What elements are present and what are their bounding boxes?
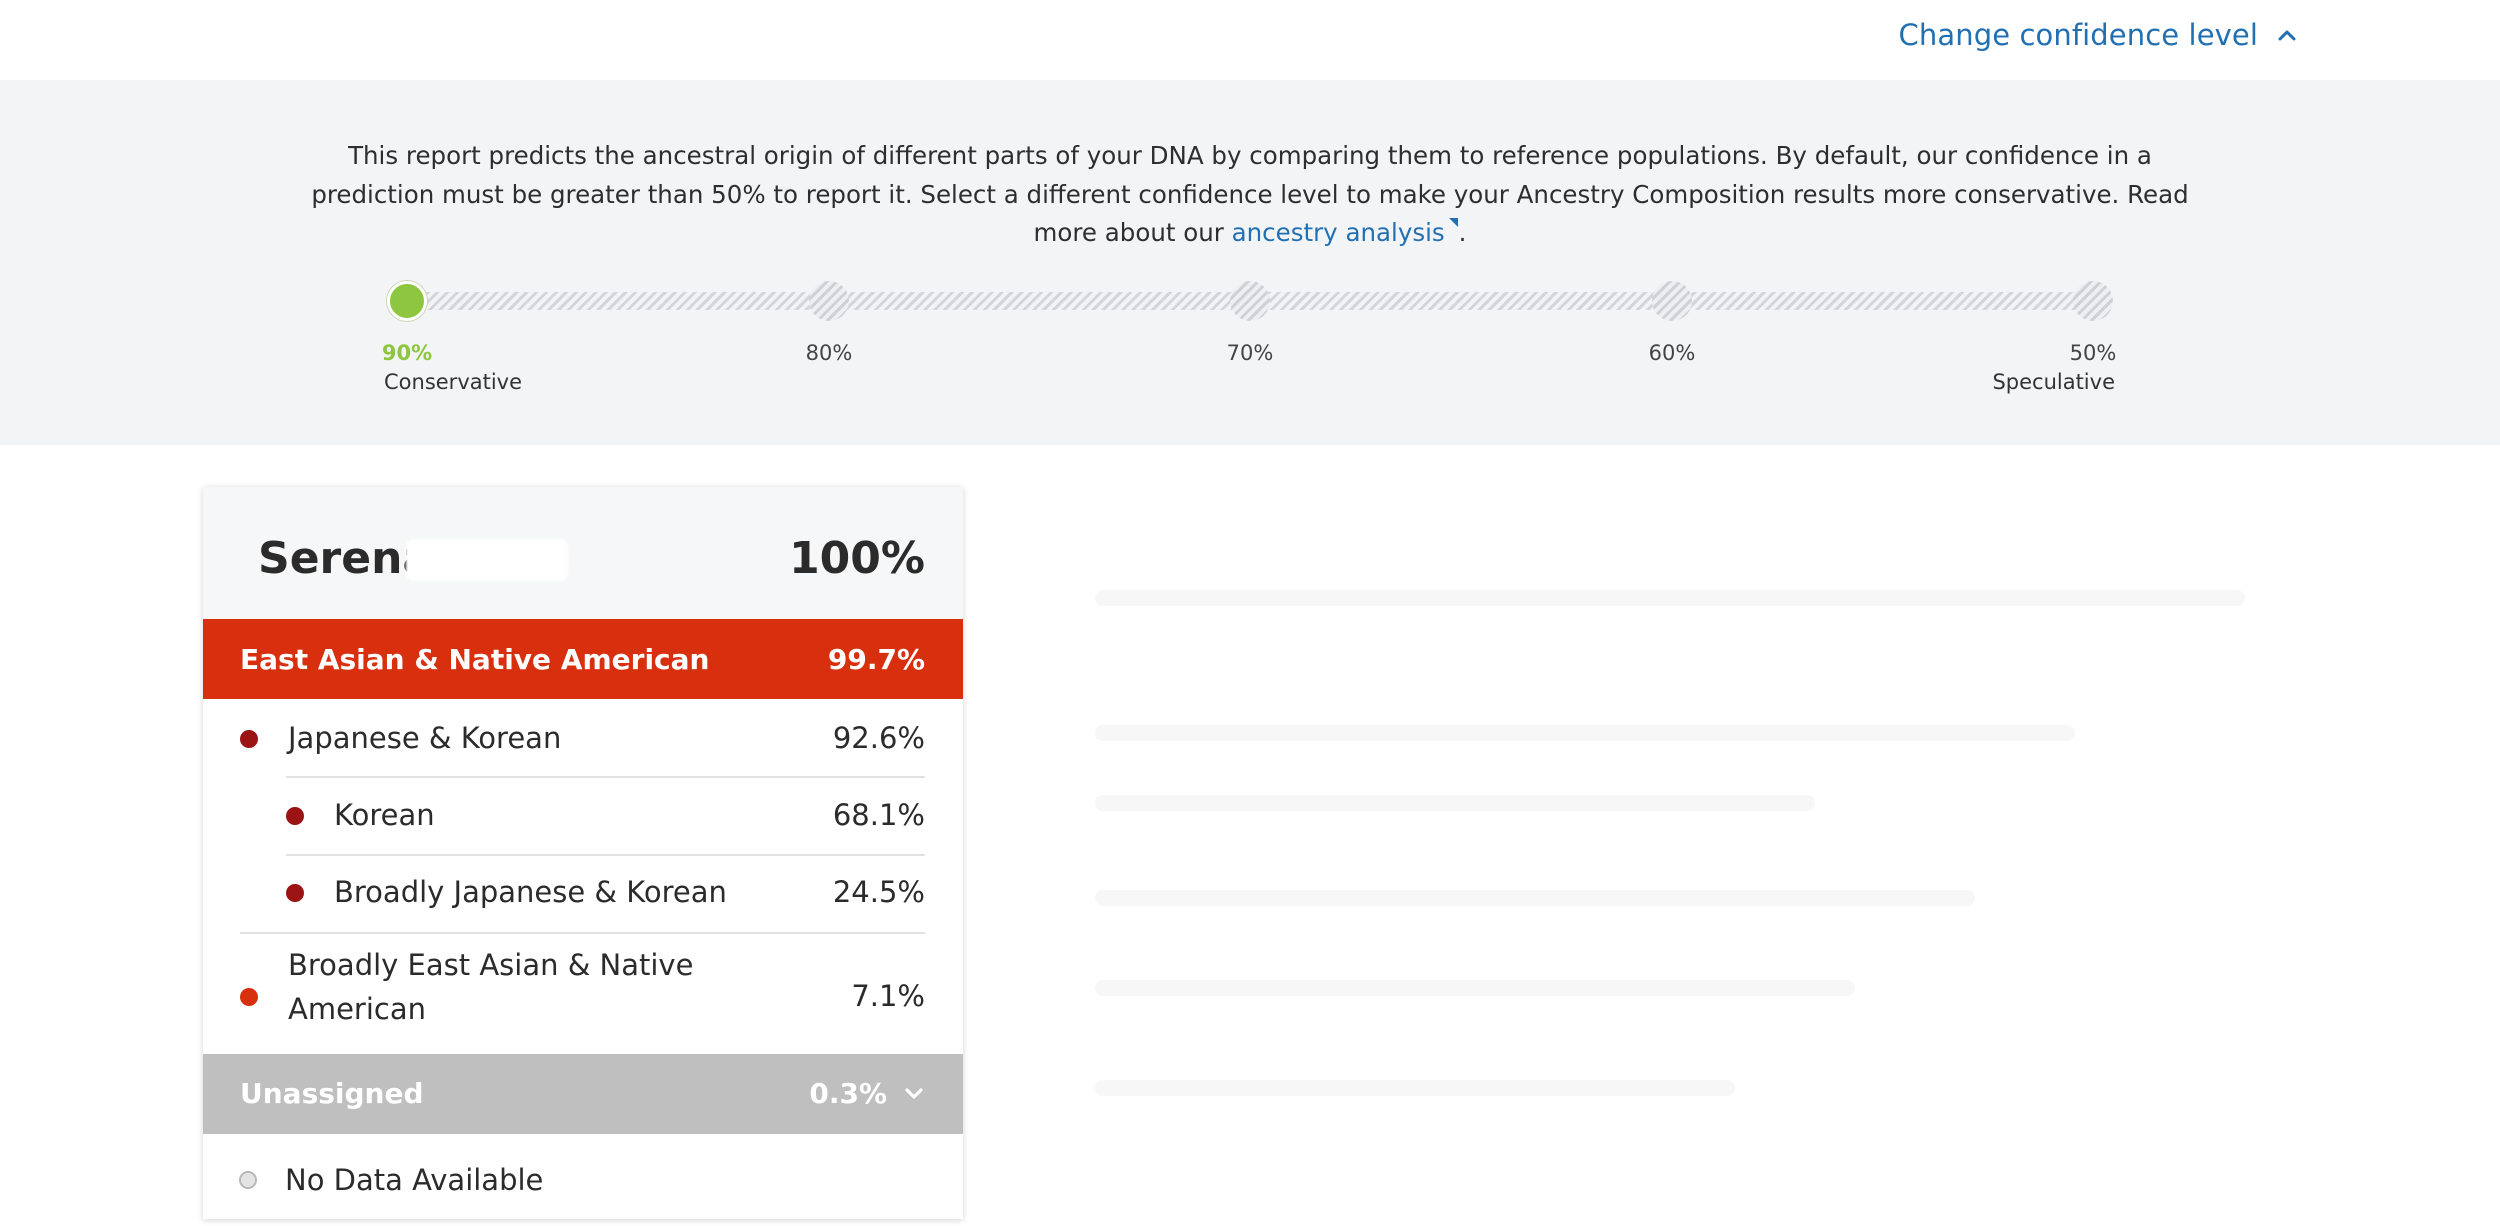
unassigned-label[interactable]: Unassigned: [240, 1077, 424, 1110]
row-value: 68.1%: [832, 798, 925, 832]
row-label[interactable]: Korean: [334, 798, 435, 832]
description-text: This report predicts the ancestral origi…: [311, 141, 2189, 247]
slider-label-60: 60%: [1648, 341, 1696, 365]
blurred-line: [1095, 590, 2245, 606]
change-confidence-level-label[interactable]: Change confidence level: [1898, 18, 2258, 52]
slider-stop-60[interactable]: [1652, 281, 1692, 321]
row-broadly-east-asian-native-american[interactable]: Broadly East Asian & Native American 7.1%: [240, 934, 925, 1054]
blurred-line: [1095, 890, 1975, 906]
confidence-panel: This report predicts the ancestral origi…: [0, 80, 2500, 445]
row-korean[interactable]: Korean 68.1%: [286, 778, 925, 854]
ancestry-analysis-link-text[interactable]: ancestry analysis: [1231, 218, 1445, 247]
color-dot: [286, 807, 304, 825]
redacted-surname: [406, 539, 568, 581]
row-label[interactable]: Broadly Japanese & Korean: [334, 875, 727, 909]
divider: [286, 854, 925, 856]
slider-stop-80[interactable]: [809, 281, 849, 321]
color-dot: [286, 884, 304, 902]
chevron-down-icon[interactable]: [901, 1081, 927, 1107]
blurred-line: [1095, 1080, 1735, 1096]
no-data-row: No Data Available: [203, 1141, 963, 1219]
ancestry-composition-card: Serena 100% East Asian & Native American…: [203, 487, 963, 1219]
blurred-line: [1095, 795, 1815, 811]
region-label[interactable]: East Asian & Native American: [240, 643, 710, 676]
row-label[interactable]: Broadly East Asian & Native American: [288, 943, 693, 1031]
total-percentage: 100%: [789, 533, 925, 584]
change-confidence-level-toggle[interactable]: Change confidence level: [1899, 18, 2300, 52]
speculative-caption: Speculative: [1992, 370, 2115, 394]
row-value: 92.6%: [832, 721, 925, 755]
unassigned-row[interactable]: Unassigned 0.3%: [203, 1054, 963, 1134]
slider-stop-50[interactable]: [2073, 281, 2113, 321]
row-label-line2[interactable]: American: [288, 992, 427, 1026]
region-east-asian-native-american[interactable]: East Asian & Native American 99.7%: [203, 619, 963, 699]
description-period: .: [1458, 218, 1467, 247]
blurred-line: [1095, 725, 2075, 741]
confidence-slider[interactable]: 90% 80% 70% 60% 50% Conservative Specula…: [0, 80, 2500, 445]
person-name: Serena: [258, 533, 433, 584]
confidence-description: This report predicts the ancestral origi…: [300, 137, 2200, 253]
top-bar: Change confidence level: [0, 0, 2500, 80]
row-value: 7.1%: [851, 979, 925, 1013]
slider-label-70: 70%: [1226, 341, 1274, 365]
slider-label-90: 90%: [381, 341, 433, 365]
row-broadly-japanese-korean[interactable]: Broadly Japanese & Korean 24.5%: [286, 856, 925, 932]
slider-stop-90[interactable]: [387, 281, 427, 321]
slider-label-50: 50%: [2069, 341, 2117, 365]
row-value: 24.5%: [832, 875, 925, 909]
color-dot: [240, 988, 258, 1006]
blurred-line: [1095, 980, 1855, 996]
blurred-content-area: [1075, 480, 2295, 1200]
divider: [240, 932, 925, 934]
region-value[interactable]: 99.7%: [827, 643, 925, 676]
color-dot: [240, 730, 258, 748]
external-link-icon[interactable]: [1447, 217, 1459, 229]
conservative-caption: Conservative: [384, 370, 523, 394]
ancestry-analysis-link[interactable]: ancestry analysis: [1232, 218, 1459, 247]
card-header: Serena 100%: [203, 487, 963, 619]
unassigned-value[interactable]: 0.3%: [809, 1077, 887, 1110]
row-label[interactable]: Japanese & Korean: [288, 721, 562, 755]
slider-stop-70[interactable]: [1230, 281, 1270, 321]
slider-label-80: 80%: [805, 341, 853, 365]
no-data-label: No Data Available: [285, 1163, 544, 1197]
row-label-line1[interactable]: Broadly East Asian & Native: [288, 948, 694, 982]
divider: [286, 776, 925, 778]
chevron-up-icon[interactable]: [2274, 22, 2300, 48]
row-japanese-korean[interactable]: Japanese & Korean 92.6%: [240, 699, 925, 777]
no-data-dot: [239, 1171, 257, 1189]
